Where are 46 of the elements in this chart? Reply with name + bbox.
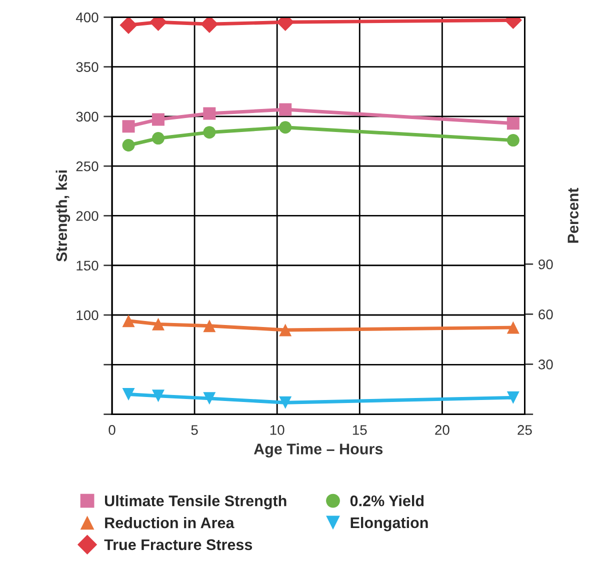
x-tick-label: 15 [352, 425, 367, 435]
y-axis-title: Strength, ksi [56, 170, 70, 262]
point [120, 17, 138, 34]
y-tick-label: 200 [76, 211, 98, 221]
point [152, 132, 164, 145]
point [200, 17, 218, 33]
point [122, 120, 135, 133]
point [506, 321, 520, 334]
point [506, 117, 520, 130]
point [203, 107, 216, 120]
point [152, 113, 164, 126]
point [506, 391, 520, 404]
y2-tick-label: 60 [538, 310, 553, 320]
y-tick-label: 100 [76, 310, 98, 320]
point [122, 139, 135, 152]
legend-label: Reduction in Area [105, 517, 234, 528]
x-axis-title: Age Time – Hours [254, 443, 383, 458]
point [279, 396, 292, 409]
x-tick-label: 5 [191, 425, 198, 435]
y2-tick-label: 90 [538, 259, 553, 270]
legend-label: True Fracture Stress [104, 539, 252, 550]
x-tick-label: 25 [518, 425, 532, 435]
point [122, 388, 135, 401]
legend-label: 0.2% Yield [350, 495, 424, 506]
y-tick-label: 250 [76, 161, 98, 172]
point [203, 126, 216, 139]
point [122, 314, 135, 328]
point [279, 121, 292, 134]
point [203, 320, 216, 332]
point [506, 134, 520, 147]
y-tick-label: 400 [76, 12, 98, 22]
legend-label: Elongation [350, 516, 428, 532]
point [152, 318, 164, 330]
legend-label: Ultimate Tensile Strength [105, 495, 286, 510]
x-tick-label: 0 [108, 425, 116, 435]
y-tick-label: 300 [76, 112, 98, 122]
x-tick-label: 10 [270, 425, 284, 435]
point [279, 324, 292, 336]
point [279, 103, 292, 116]
y-tick-label: 150 [76, 260, 98, 271]
x-tick-label: 20 [435, 425, 450, 435]
y-tick-label: 350 [76, 62, 98, 72]
point [152, 390, 164, 402]
y2-axis-title: Percent [568, 188, 578, 243]
y2-tick-label: 30 [538, 360, 553, 370]
point [203, 392, 216, 405]
